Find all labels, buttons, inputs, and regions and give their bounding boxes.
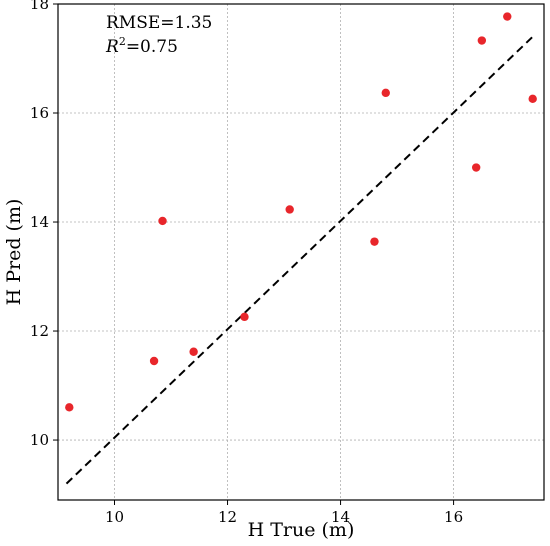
data-point	[158, 216, 167, 226]
y-axis-label: H Pred (m)	[3, 199, 25, 306]
data-point	[65, 403, 74, 412]
y-tick-label: 14	[30, 213, 49, 231]
data-point	[189, 347, 198, 356]
x-axis-label: H True (m)	[248, 519, 355, 541]
data-point	[149, 356, 159, 366]
rmse-annotation: RMSE=1.35	[106, 13, 212, 33]
axis-ticks: 10 12 14 16 10 12 14 16 18	[30, 0, 463, 526]
y-tick-label: 12	[30, 322, 49, 340]
r2-value: =0.75	[126, 37, 178, 57]
y-tick-label: 10	[30, 431, 49, 449]
x-tick-label: 12	[218, 508, 237, 526]
data-points	[65, 12, 537, 412]
r2-symbol: R	[105, 37, 119, 57]
x-tick-label: 10	[105, 508, 124, 526]
data-point	[477, 36, 487, 45]
data-point	[240, 312, 249, 322]
data-point	[370, 237, 379, 246]
data-point	[381, 88, 390, 98]
data-point	[285, 205, 294, 214]
grid	[58, 3, 544, 500]
y-tick-label: 16	[30, 104, 49, 122]
r2-exponent: 2	[119, 35, 126, 48]
x-tick-label: 14	[331, 508, 350, 526]
data-point	[471, 163, 481, 172]
r2-annotation: R2=0.75	[105, 35, 178, 57]
fit-line	[65, 35, 534, 485]
x-tick-label: 16	[444, 508, 463, 526]
data-point	[528, 94, 537, 104]
data-point	[503, 12, 512, 21]
plot-frame	[57, 3, 545, 501]
y-tick-label: 18	[30, 0, 49, 13]
